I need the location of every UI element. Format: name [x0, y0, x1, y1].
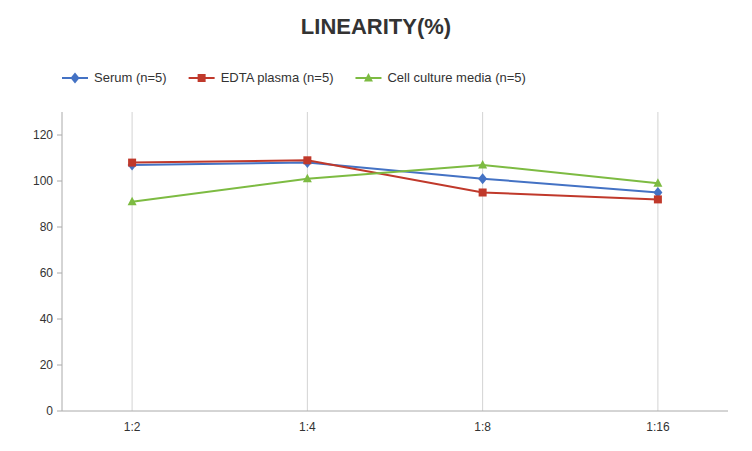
y-tick	[57, 135, 62, 136]
y-tick-label: 100	[33, 174, 53, 188]
data-point	[478, 173, 487, 184]
axes: 0 20 40 60 80 100 120 1:2 1:4 1:8 1:16	[33, 112, 728, 434]
y-tick	[57, 273, 62, 274]
series-line	[132, 160, 658, 199]
series-line	[132, 165, 658, 202]
data-point	[303, 157, 312, 168]
x-tick-label: 1:16	[646, 420, 670, 434]
legend-label: Cell culture media (n=5)	[387, 70, 525, 85]
y-tick	[57, 411, 62, 412]
y-tick-label: 80	[40, 220, 54, 234]
y-tick	[57, 319, 62, 320]
grid-line	[657, 112, 658, 411]
series-line	[132, 163, 658, 193]
data-point	[128, 159, 137, 170]
title: LINEARITY(%)	[301, 14, 451, 39]
data-point	[654, 195, 662, 203]
plot-area	[128, 156, 663, 205]
grid	[132, 112, 658, 411]
y-tick-label: 60	[40, 266, 54, 280]
series	[128, 160, 663, 205]
data-point	[128, 159, 136, 167]
data-point	[303, 174, 312, 183]
x-tick-label: 1:2	[124, 420, 141, 434]
y-tick	[57, 181, 62, 182]
y-axis-line	[62, 112, 63, 411]
data-point	[128, 197, 137, 206]
legend-item: Cell culture media (n=5)	[355, 70, 525, 85]
data-point	[653, 178, 662, 187]
legend-item: EDTA plasma (n=5)	[189, 70, 334, 85]
y-tick	[57, 365, 62, 366]
data-point	[479, 189, 487, 197]
data-point	[303, 156, 311, 164]
chart: LINEARITY(%) 0 20 40 60 80 100 120 1:2 1:4 1:8 1:16…	[0, 0, 752, 451]
y-tick-label: 0	[46, 404, 53, 418]
legend: Serum (n=5) EDTA plasma (n=5) Cell culture…	[62, 70, 526, 85]
data-point	[478, 160, 487, 169]
legend-item: Serum (n=5)	[62, 70, 167, 85]
grid-line	[482, 112, 483, 411]
y-tick-label: 40	[40, 312, 54, 326]
legend-marker	[71, 73, 80, 84]
legend-marker	[198, 74, 206, 82]
y-tick-label: 120	[33, 128, 53, 142]
legend-label: Serum (n=5)	[94, 70, 167, 85]
y-tick-label: 20	[40, 358, 54, 372]
x-tick-label: 1:8	[474, 420, 491, 434]
chart-container: LINEARITY(%) 0 20 40 60 80 100 120 1:2 1:4 1:8 1:16…	[0, 0, 752, 451]
series	[128, 156, 662, 203]
y-tick	[57, 227, 62, 228]
x-tick-label: 1:4	[299, 420, 316, 434]
legend-label: EDTA plasma (n=5)	[221, 70, 334, 85]
x-axis-line	[62, 411, 728, 412]
legend-marker	[364, 73, 373, 82]
grid-line	[132, 112, 133, 411]
